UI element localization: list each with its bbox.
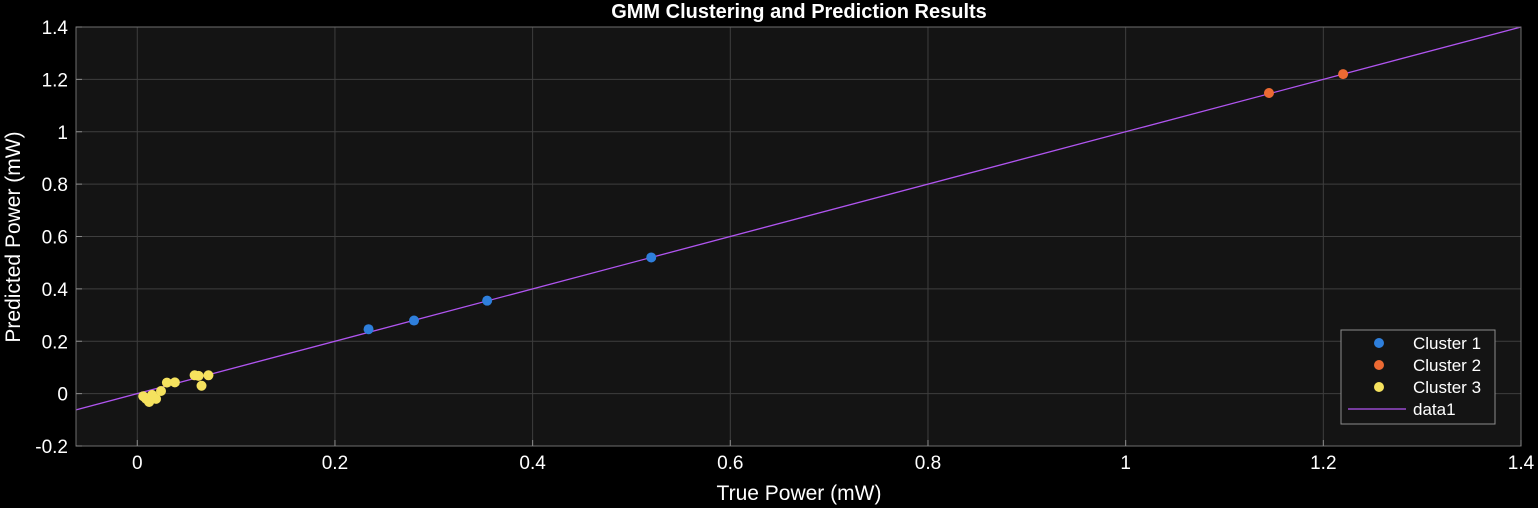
x-tick-label: 0 <box>132 453 143 474</box>
cluster-3-point <box>193 370 204 381</box>
legend-label-data1: data1 <box>1413 400 1456 419</box>
cluster-2-point <box>1338 69 1349 80</box>
y-tick-label: 0.4 <box>42 280 69 301</box>
cluster-1-point <box>363 324 374 335</box>
cluster-3-point <box>196 380 207 391</box>
legend-label-cluster-1: Cluster 1 <box>1413 334 1481 353</box>
y-tick-label: 1.4 <box>42 18 69 39</box>
x-tick-label: 1.2 <box>1310 453 1336 474</box>
y-tick-label: -0.2 <box>35 437 68 458</box>
y-tick-label: 0.8 <box>42 175 68 196</box>
legend-marker-cluster-2 <box>1374 360 1384 370</box>
cluster-1-point <box>482 295 493 306</box>
legend-box <box>1340 329 1496 425</box>
cluster-3-point <box>161 377 172 388</box>
y-tick-label: 0 <box>57 385 68 406</box>
legend-marker-cluster-3 <box>1374 382 1384 392</box>
y-axis-title: Predicted Power (mW) <box>2 131 25 342</box>
chart-title: GMM Clustering and Prediction Results <box>611 1 987 23</box>
cluster-3-point <box>169 377 180 388</box>
cluster-1-point <box>409 315 420 326</box>
tick-labels: 0 0.2 0.4 0.6 0.8 1 1.2 1.4 -0.2 0 0.2 0.4 0.6 0.8 1 1.… <box>35 18 1534 474</box>
legend-label-cluster-3: Cluster 3 <box>1413 378 1481 397</box>
x-tick-label: 1.4 <box>1508 453 1535 474</box>
series-line-data1 <box>75 26 1522 411</box>
legend-label-cluster-2: Cluster 2 <box>1413 356 1481 375</box>
y-tick-label: 1 <box>57 123 68 144</box>
cluster-3-point <box>151 393 162 404</box>
legend-marker-cluster-1 <box>1374 338 1384 348</box>
data-series <box>75 26 1522 411</box>
cluster-2-point <box>1263 87 1274 98</box>
x-tick-label: 0.4 <box>519 453 546 474</box>
y-tick-label: 0.6 <box>42 228 68 249</box>
cluster-3-point <box>156 386 166 397</box>
cluster-3-point <box>203 370 214 381</box>
x-axis-title: True Power (mW) <box>717 482 882 505</box>
cluster-1-point <box>646 252 657 263</box>
x-tick-label: 1 <box>1120 453 1131 474</box>
legend: Cluster 1 Cluster 2 Cluster 3 data1 <box>1340 329 1496 425</box>
x-tick-label: 0.6 <box>717 453 743 474</box>
x-tick-label: 0.2 <box>322 453 348 474</box>
y-tick-label: 1.2 <box>42 70 68 91</box>
y-tick-label: 0.2 <box>42 332 68 353</box>
x-tick-label: 0.8 <box>915 453 941 474</box>
